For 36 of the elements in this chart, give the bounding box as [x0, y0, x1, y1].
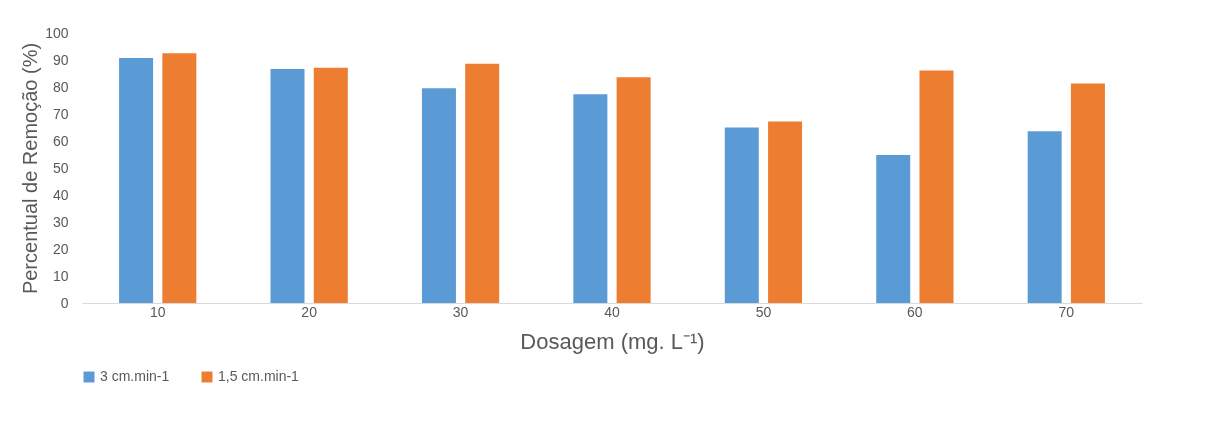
y-tick-label: 30 — [52, 213, 69, 230]
y-axis-title: Percentual de Remoção (%) — [19, 42, 42, 295]
bar — [313, 67, 348, 303]
x-tick-label: 40 — [604, 303, 620, 320]
y-tick-label: 60 — [52, 132, 69, 149]
y-tick-label: 20 — [52, 240, 69, 257]
bar — [616, 77, 651, 303]
bar — [1027, 131, 1062, 303]
bar — [119, 58, 154, 303]
bar — [465, 63, 500, 303]
legend-label: 1,5 cm.min-1 — [218, 368, 300, 384]
y-tick-label: 10 — [52, 267, 69, 284]
y-tick-label: 80 — [52, 78, 69, 95]
x-axis-title: Dosagem (mg. L⁻¹) — [520, 328, 705, 354]
y-tick-label: 100 — [45, 24, 69, 41]
bar — [919, 70, 954, 303]
y-tick-label: 90 — [52, 51, 69, 68]
y-tick-label: 70 — [52, 105, 69, 122]
bar — [270, 68, 305, 303]
y-tick-label: 0 — [60, 294, 69, 311]
x-tick-label: 70 — [1058, 303, 1075, 320]
bar — [768, 121, 803, 303]
y-tick-label: 50 — [52, 159, 69, 176]
legend-label: 3 cm.min-1 — [100, 368, 170, 384]
x-tick-label: 30 — [452, 303, 469, 320]
bar — [162, 53, 197, 303]
x-tick-label: 50 — [755, 303, 772, 320]
bar — [724, 127, 759, 303]
bar — [1070, 83, 1105, 303]
x-tick-label: 20 — [301, 303, 318, 320]
y-tick-label: 40 — [52, 186, 69, 203]
bar — [876, 155, 911, 303]
x-tick-label: 60 — [907, 303, 923, 320]
x-tick-label: 10 — [149, 303, 166, 320]
bar — [573, 94, 608, 303]
bar — [421, 88, 456, 303]
